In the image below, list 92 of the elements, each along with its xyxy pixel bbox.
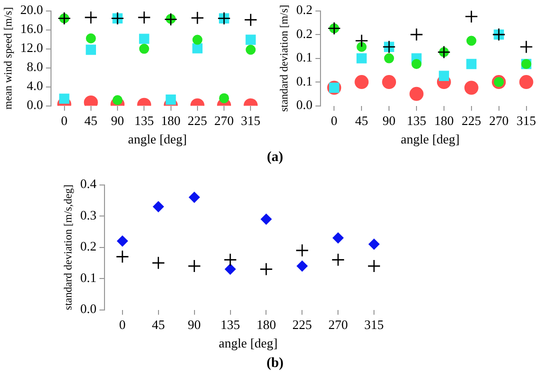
x-tick-label: 270 (489, 113, 509, 128)
point (188, 192, 200, 203)
y-tick-label: 4.0 (26, 78, 43, 94)
point (190, 11, 204, 25)
x-tick-label: 225 (292, 317, 312, 332)
point (356, 42, 367, 52)
x-tick-label: 0 (119, 317, 126, 332)
point (139, 44, 150, 54)
point (246, 44, 256, 55)
point (246, 34, 256, 45)
point (466, 58, 476, 70)
x-axis-title: angle [deg] (400, 132, 460, 147)
x-tick-label: 225 (188, 113, 208, 128)
point (192, 34, 202, 45)
y-tick-label: 8.0 (26, 59, 43, 74)
point (354, 75, 369, 90)
y-tick-label: 0.4 (80, 176, 97, 192)
point (519, 75, 534, 90)
x-tick-label: 90 (382, 113, 396, 128)
x-tick-label: 90 (111, 113, 124, 128)
point (520, 40, 533, 54)
x-tick-label: 135 (134, 113, 154, 128)
x-tick-label: 0 (330, 113, 338, 128)
y-tick-label: 0.2 (296, 2, 312, 18)
y-axis-title: mean wind speed [m/s] (2, 7, 14, 110)
point (384, 53, 394, 64)
y-tick-label: 20.0 (20, 2, 43, 18)
point (464, 10, 478, 24)
y-tick-label: 0.3 (80, 207, 96, 222)
point (332, 232, 344, 244)
x-tick-label: 45 (355, 113, 368, 128)
point (296, 260, 308, 272)
point (382, 75, 396, 90)
y-tick-label: 16.0 (20, 21, 43, 36)
x-tick-label: 90 (188, 317, 201, 332)
point (244, 13, 258, 26)
x-tick-label: 135 (406, 113, 426, 128)
point (466, 36, 476, 46)
point (224, 264, 236, 275)
x-tick-label: 270 (328, 317, 348, 332)
point (331, 253, 345, 266)
x-tick-label: 315 (364, 317, 384, 332)
y-axis-title: standard deviation [m/s] (278, 4, 290, 112)
point (116, 250, 130, 264)
x-tick-label: 180 (256, 317, 276, 332)
point (84, 10, 98, 24)
x-tick-label: 45 (152, 317, 165, 332)
x-tick-label: 315 (240, 113, 260, 128)
point (152, 201, 164, 212)
x-tick-label: 180 (161, 113, 181, 128)
point (438, 70, 450, 81)
point (295, 244, 309, 258)
point (139, 34, 150, 44)
x-tick-label: 45 (84, 113, 98, 128)
point (367, 259, 381, 273)
x-tick-label: 270 (214, 113, 234, 128)
x-tick-label: 0 (61, 113, 68, 128)
y-tick-label: 0.0 (296, 97, 312, 112)
x-tick-label: 225 (462, 113, 482, 128)
point (116, 236, 128, 247)
x-tick-label: 315 (516, 113, 536, 128)
x-axis-title: angle [deg] (128, 132, 187, 147)
point (410, 86, 424, 101)
y-tick-label: 0.1 (296, 50, 312, 65)
point (138, 10, 151, 24)
x-axis-title: angle [deg] (218, 336, 278, 351)
y-tick-label: 0.1 (296, 73, 312, 88)
point (86, 33, 96, 44)
point (152, 256, 166, 270)
x-tick-label: 180 (434, 113, 454, 128)
point (410, 28, 424, 42)
point (356, 53, 367, 64)
y-tick-label: 0.2 (296, 26, 312, 41)
y-tick-label: 0.0 (26, 97, 43, 112)
point (354, 34, 368, 48)
y-tick-label: 0.1 (80, 270, 96, 285)
point (464, 80, 478, 95)
y-axis-title: standard deviation [m/s,deg] (62, 184, 74, 310)
text: (a) (266, 150, 284, 166)
point (368, 238, 380, 250)
point (260, 214, 272, 225)
y-tick-label: 0.0 (80, 301, 96, 316)
point (260, 262, 273, 276)
x-tick-label: 135 (220, 317, 240, 332)
point (412, 59, 422, 69)
point (86, 44, 96, 55)
point (188, 259, 201, 273)
point (192, 43, 203, 54)
point (224, 253, 237, 266)
y-tick-label: 12.0 (20, 40, 43, 56)
y-tick-label: 0.2 (80, 238, 96, 254)
text: (b) (265, 356, 285, 372)
